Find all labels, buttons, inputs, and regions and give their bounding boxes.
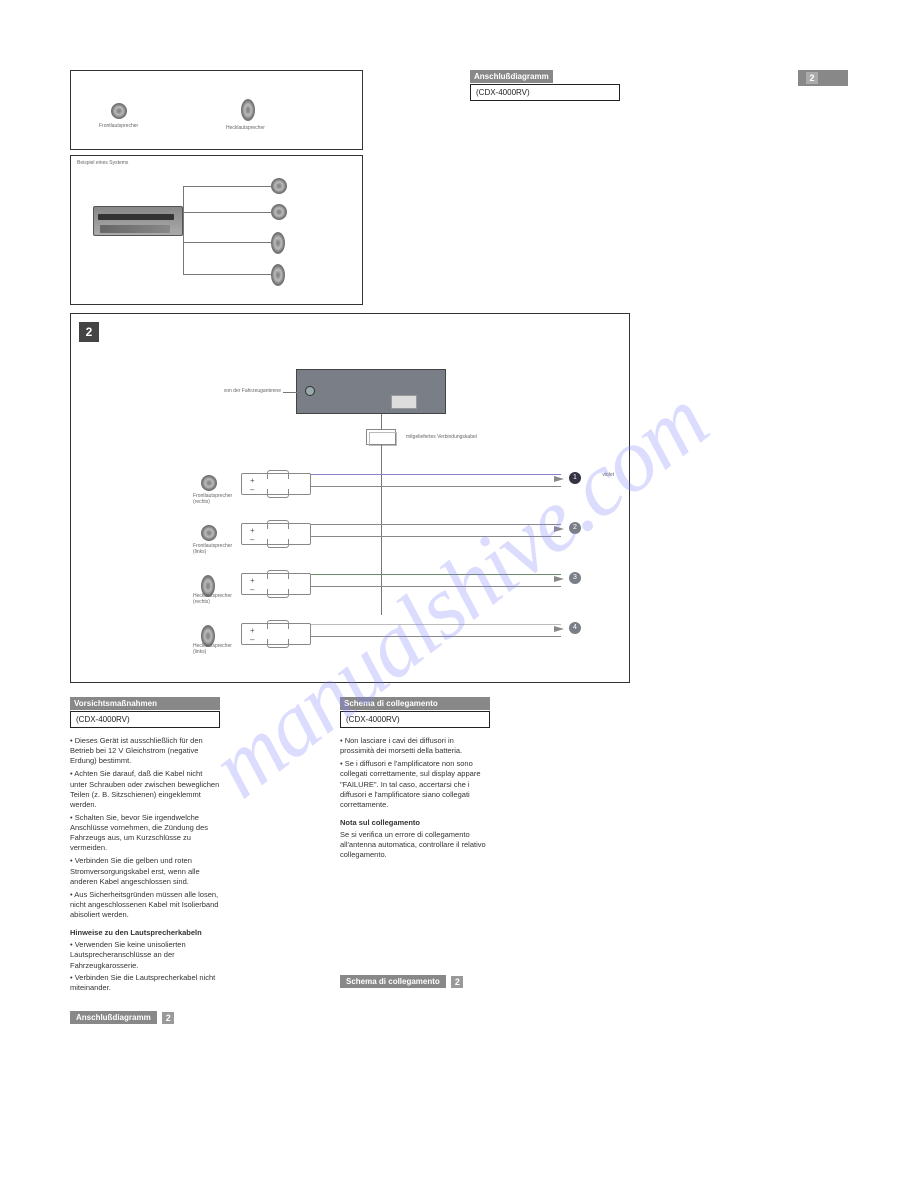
speaker-icon (201, 525, 217, 541)
wire (381, 445, 382, 615)
rear-speaker-icon (241, 99, 255, 121)
model-cell-de: (CDX-4000RV) (470, 84, 620, 101)
sys-speaker-2 (271, 204, 287, 220)
terminal-3: 3 (569, 572, 581, 584)
wire-striped (311, 636, 561, 637)
front-speaker-label: Frontlautsprecher (99, 123, 138, 129)
wire (183, 274, 271, 275)
connector-box-icon: + – (241, 623, 311, 645)
bullet: Se si verifica un errore di collegamento… (340, 830, 490, 860)
bullet: • Verwenden Sie keine unisolierten Lauts… (70, 940, 220, 970)
minus-sign: – (250, 485, 254, 494)
bullet: • Non lasciare i cavi dei diffusori in p… (340, 736, 490, 756)
minus-sign: – (250, 585, 254, 594)
wire-striped (311, 486, 561, 487)
wire-striped (311, 586, 561, 587)
rear-speaker-label: Hecklautsprecher (226, 125, 265, 131)
diagram-header-bottom-de: Anschlußdiagramm (70, 1011, 157, 1024)
speaker-icon (201, 475, 217, 491)
wire (183, 242, 271, 243)
terminal-2: 2 (569, 522, 581, 534)
system-example-box: Beispiel eines Systems (70, 155, 363, 305)
arrow-icon (554, 626, 564, 632)
plus-sign: + (250, 526, 255, 535)
wire (183, 186, 184, 274)
bullet: • Verbinden Sie die Lautsprecherkabel ni… (70, 973, 220, 993)
precautions-it: Schema di collegamento (CDX-4000RV) • No… (340, 697, 490, 1024)
minus-sign: – (250, 635, 254, 644)
wire-purple (311, 474, 561, 475)
harness-label: mitgeliefertes Verbindungskabel (406, 434, 477, 440)
terminal-1: 1 (569, 472, 581, 484)
wiring-diagram: 2 von der Fahrzeugantenne mitgeliefertes… (70, 313, 630, 683)
speaker-label: Frontlautsprecher (links) (193, 543, 232, 555)
wire (381, 414, 382, 430)
speaker-label: Frontlautsprecher (rechts) (193, 493, 232, 505)
wire-green (311, 574, 561, 575)
bullet: • Schalten Sie, bevor Sie irgendwelche A… (70, 813, 220, 854)
sys-speaker-3 (271, 232, 285, 254)
wire (283, 392, 301, 393)
plus-sign: + (250, 476, 255, 485)
sys-speaker-4 (271, 264, 285, 286)
wire-white (311, 624, 561, 625)
diagram-number-icon: 2 (451, 976, 463, 988)
connector-box-icon: + – (241, 573, 311, 595)
connector-box-icon: + – (241, 523, 311, 545)
diagram-number: 2 (79, 322, 99, 342)
plus-sign: + (250, 626, 255, 635)
bullet: • Aus Sicherheitsgründen müssen alle los… (70, 890, 220, 920)
precautions-header-de: Vorsichtsmaßnahmen (70, 697, 220, 710)
terminal-4: 4 (569, 622, 581, 634)
bullet: • Se i diffusori e l'amplificatore non s… (340, 759, 490, 810)
unit-rear-icon (296, 369, 446, 414)
precautions-header-it: Schema di collegamento (340, 697, 490, 710)
wire-gray (311, 524, 561, 525)
precautions-body: • Dieses Gerät ist ausschließlich für de… (70, 736, 220, 993)
model-cell: (CDX-4000RV) (340, 711, 490, 728)
connector-box-icon: + – (241, 473, 311, 495)
diagram-header-de: Anschlußdiagramm (470, 70, 553, 83)
antenna-socket-icon (305, 386, 315, 396)
sys-speaker-1 (271, 178, 287, 194)
arrow-icon (554, 576, 564, 582)
wire (183, 186, 271, 187)
harness-connector-icon (366, 429, 396, 445)
diagram-header-icon-wrap: 2 (798, 70, 848, 86)
diagram-number-icon: 2 (162, 1012, 174, 1024)
connector-icon (391, 395, 417, 409)
precautions-body-it: • Non lasciare i cavi dei diffusori in p… (340, 736, 490, 860)
speaker-icons-box: Frontlautsprecher Hecklautsprecher (70, 70, 363, 150)
arrow-icon (554, 476, 564, 482)
bullet: • Dieses Gerät ist ausschließlich für de… (70, 736, 220, 766)
front-speaker-icon (111, 103, 127, 119)
diagram-number-icon: 2 (806, 72, 818, 84)
left-illustrations: Frontlautsprecher Hecklautsprecher Beisp… (70, 70, 450, 1024)
top-right-header: Anschlußdiagramm (CDX-4000RV) 2 (470, 70, 848, 101)
bullet: • Verbinden Sie die gelben und roten Str… (70, 856, 220, 886)
subhead: Nota sul collegamento (340, 818, 490, 828)
subhead: Hinweise zu den Lautsprecherkabeln (70, 928, 220, 938)
wire (183, 212, 271, 213)
speaker-label: Hecklautsprecher (links) (193, 643, 232, 655)
precautions-de: Vorsichtsmaßnahmen (CDX-4000RV) • Dieses… (70, 697, 220, 1024)
model-cell: (CDX-4000RV) (70, 711, 220, 728)
wire-striped (311, 536, 561, 537)
plus-sign: + (250, 576, 255, 585)
color-label: violet (602, 472, 614, 478)
system-title: Beispiel eines Systems (77, 160, 128, 166)
speaker-label: Hecklautsprecher (rechts) (193, 593, 232, 605)
bullet: • Achten Sie darauf, daß die Kabel nicht… (70, 769, 220, 810)
antenna-label: von der Fahrzeugantenne (201, 388, 281, 394)
arrow-icon (554, 526, 564, 532)
minus-sign: – (250, 535, 254, 544)
diagram-header-bottom-it: Schema di collegamento (340, 975, 446, 988)
head-unit-icon (93, 206, 183, 236)
